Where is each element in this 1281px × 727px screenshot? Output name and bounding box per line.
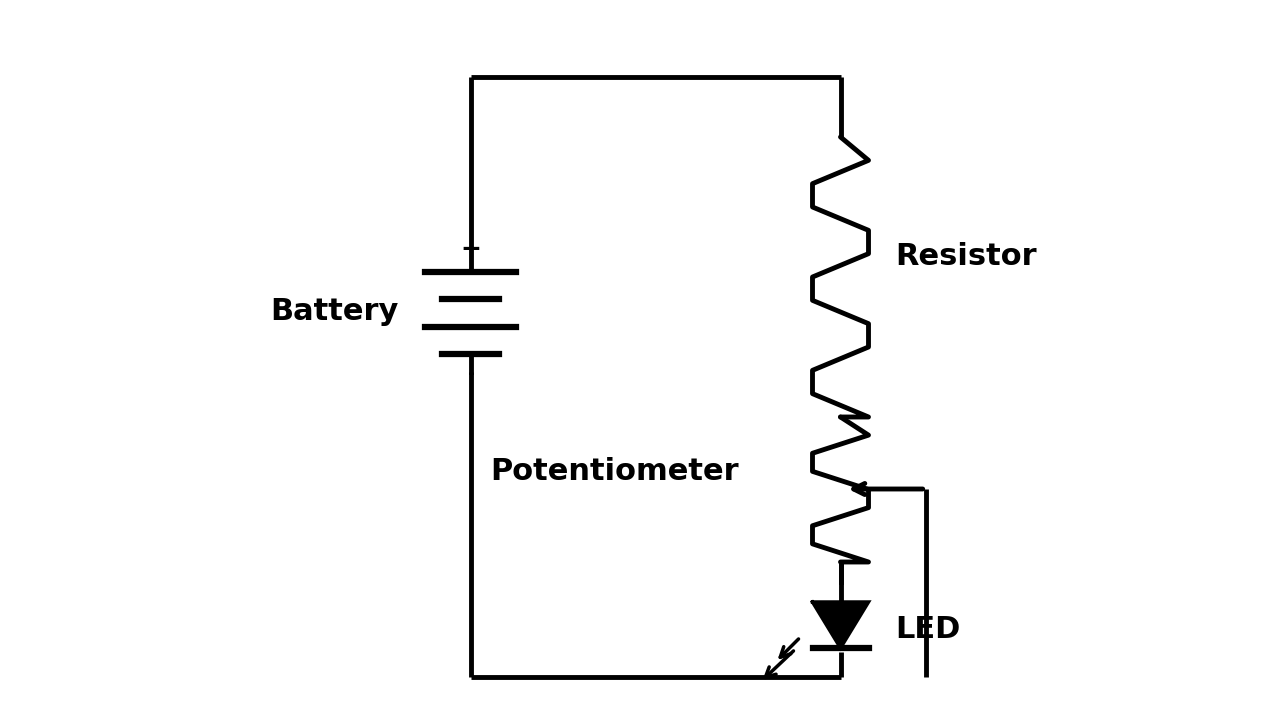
Text: +: + <box>460 237 480 261</box>
Polygon shape <box>812 602 869 648</box>
Text: Battery: Battery <box>270 297 398 326</box>
Text: Potentiometer: Potentiometer <box>491 457 739 486</box>
Text: Resistor: Resistor <box>895 243 1038 271</box>
Text: LED: LED <box>895 616 961 645</box>
